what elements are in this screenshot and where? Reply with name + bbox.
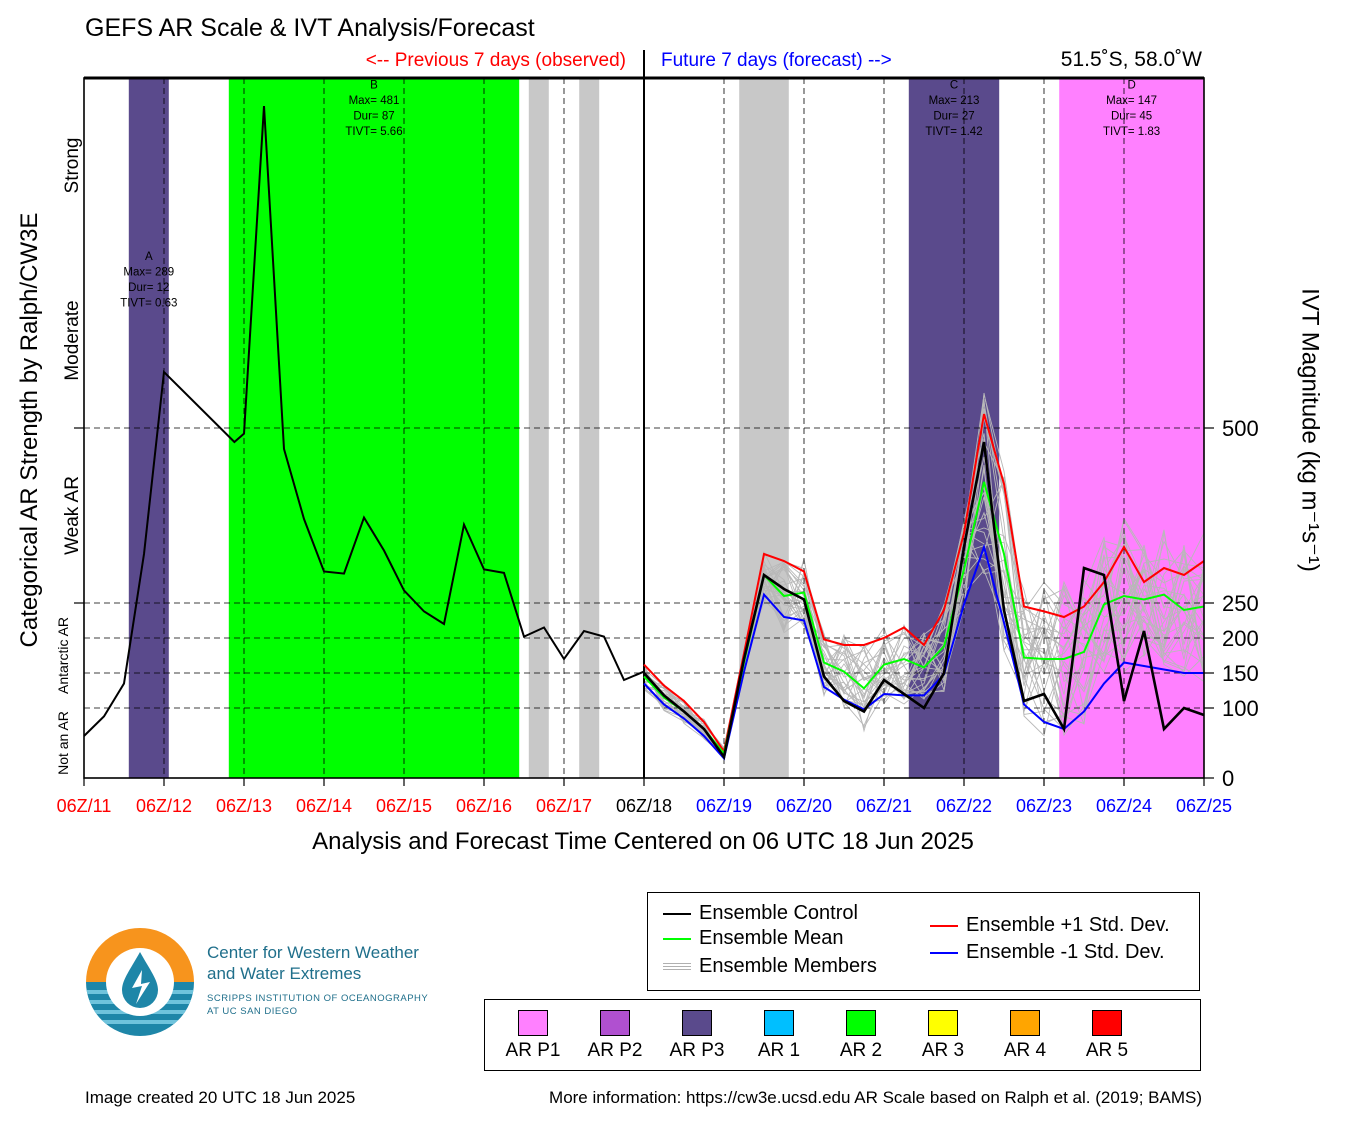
legend-members: Ensemble Members: [663, 955, 877, 978]
ar-event-label: Dur= 27: [933, 111, 974, 123]
logo-title-line2: and Water Extremes: [207, 964, 362, 983]
x-tick-label: 06Z/12: [136, 796, 192, 816]
logo-title-line1: Center for Western Weather: [207, 943, 419, 962]
ar-event-label: C: [950, 80, 958, 92]
y-right-title: IVT Magnitude (kg m⁻¹s⁻¹): [1296, 288, 1324, 572]
x-tick-label: 06Z/15: [376, 796, 432, 816]
y-tick-label: 500: [1222, 416, 1259, 441]
legend: Ensemble Control Ensemble Mean Ensemble …: [647, 892, 1200, 991]
ar-scale-swatch: [600, 1010, 630, 1036]
ar-event-label: Max= 481: [349, 95, 400, 107]
x-tick-label: 06Z/14: [296, 796, 352, 816]
ar-scale-item: AR 2: [821, 1010, 901, 1062]
ar-ivt-chart: A Max= 289 Dur= 12 TIVT= 0.63 B Max= 481 Dur= …: [55, 50, 1259, 816]
ar-scale-label: AR P1: [505, 1040, 561, 1061]
ar-scale-label: AR 4: [1003, 1040, 1047, 1061]
legend-minus-label: Ensemble -1 Std. Dev.: [966, 941, 1165, 963]
ar-event-label: D: [1127, 80, 1135, 92]
previous-days-label: <-- Previous 7 days (observed): [365, 50, 626, 71]
ar-scale-swatch: [1092, 1010, 1122, 1036]
x-tick-label: 06Z/22: [936, 796, 992, 816]
ar-scale-item: AR P1: [493, 1010, 573, 1062]
ar-scale-item: AR 5: [1067, 1010, 1147, 1062]
forecast-line-ensemble-control: [643, 441, 1205, 761]
logo-subtitle-line2: AT UC SAN DIEGO: [207, 1006, 298, 1017]
ar-scale-swatch: [682, 1010, 712, 1036]
category-label: Not an AR: [55, 711, 71, 775]
ar-scale-swatch: [846, 1010, 876, 1036]
future-days-label: Future 7 days (forecast) -->: [661, 50, 892, 71]
ar-event-label: Dur= 45: [1111, 111, 1152, 123]
ar-event-label: B: [370, 80, 378, 92]
ar-scale-item: AR 3: [903, 1010, 983, 1062]
ar-scale-key: AR P1 AR P2 AR P3 AR 1 AR 2 AR 3 AR 4 AR 5: [484, 999, 1201, 1071]
x-tick-label: 06Z/11: [57, 796, 112, 816]
x-tick-label: 06Z/21: [856, 796, 912, 816]
cw3e-logo-icon: [86, 928, 194, 1036]
footer-info: More information: https://cw3e.ucsd.edu …: [549, 1088, 1202, 1107]
y-left-title: Categorical AR Strength by Ralph/CW3E: [16, 212, 43, 648]
footer-created: Image created 20 UTC 18 Jun 2025: [85, 1088, 356, 1107]
ar-scale-item: AR P2: [575, 1010, 655, 1062]
ar-event-label: Max= 289: [123, 267, 174, 279]
ar-scale-item: AR P3: [657, 1010, 737, 1062]
legend-plus: Ensemble +1 Std. Dev.: [930, 914, 1170, 937]
x-tick-label: 06Z/24: [1096, 796, 1152, 816]
x-tick-label: 06Z/25: [1176, 796, 1232, 816]
category-label: Moderate: [62, 300, 83, 380]
x-tick-label: 06Z/20: [776, 796, 832, 816]
x-tick-label: 06Z/18: [616, 796, 672, 816]
ar-scale-swatch: [518, 1010, 548, 1036]
chart-title: GEFS AR Scale & IVT Analysis/Forecast: [85, 14, 535, 42]
legend-mean: Ensemble Mean: [663, 927, 844, 950]
ar-scale-label: AR P2: [587, 1040, 643, 1061]
logo-subtitle-line1: SCRIPPS INSTITUTION OF OCEANOGRAPHY: [207, 993, 429, 1004]
ar-scale-label: AR P3: [669, 1040, 725, 1061]
ar-event-label: Max= 147: [1106, 95, 1157, 107]
ar-scale-label: AR 5: [1085, 1040, 1129, 1061]
y-tick-label: 150: [1222, 661, 1259, 686]
location-label: 51.5˚S, 58.0˚W: [1060, 48, 1202, 71]
x-tick-label: 06Z/19: [696, 796, 752, 816]
ar-event-label: Max= 213: [929, 95, 980, 107]
ar-scale-label: AR 2: [839, 1040, 883, 1061]
legend-control-label: Ensemble Control: [699, 902, 858, 924]
ar-event-label: Dur= 87: [353, 111, 394, 123]
legend-members-label: Ensemble Members: [699, 955, 877, 977]
ar-scale-label: AR 1: [757, 1040, 801, 1061]
legend-plus-label: Ensemble +1 Std. Dev.: [966, 914, 1170, 936]
ar-scale-label: AR 3: [921, 1040, 965, 1061]
ar-event-label: TIVT= 5.66: [345, 126, 402, 138]
forecast-line-ensemble-1-std-dev-: [643, 543, 1204, 761]
ar-event-label: TIVT= 1.42: [925, 126, 982, 138]
legend-control: Ensemble Control: [663, 902, 858, 925]
ar-scale-swatch: [764, 1010, 794, 1036]
ar-event-label: TIVT= 1.83: [1103, 126, 1160, 138]
category-label: Antarctic AR: [55, 617, 71, 694]
ar-event-label: A: [145, 251, 153, 263]
x-tick-label: 06Z/17: [536, 796, 592, 816]
ar-event-label: TIVT= 0.63: [120, 298, 177, 310]
y-tick-label: 250: [1222, 591, 1259, 616]
ar-scale-item: AR 1: [739, 1010, 819, 1062]
ar-scale-swatch: [928, 1010, 958, 1036]
category-label: Strong: [62, 138, 83, 194]
ar-scale-swatch: [1010, 1010, 1040, 1036]
y-tick-label: 0: [1222, 766, 1234, 791]
ar-event-label: Dur= 12: [128, 282, 169, 294]
x-tick-label: 06Z/13: [216, 796, 272, 816]
y-tick-label: 100: [1222, 696, 1259, 721]
ar-scale-item: AR 4: [985, 1010, 1065, 1062]
observed-control-line: [83, 105, 645, 737]
y-tick-label: 200: [1222, 626, 1259, 651]
category-label: Weak AR: [62, 476, 83, 555]
x-axis-title: Analysis and Forecast Time Centered on 0…: [312, 828, 974, 855]
legend-minus: Ensemble -1 Std. Dev.: [930, 941, 1165, 964]
legend-mean-label: Ensemble Mean: [699, 927, 844, 949]
x-tick-label: 06Z/23: [1016, 796, 1072, 816]
x-tick-label: 06Z/16: [456, 796, 512, 816]
